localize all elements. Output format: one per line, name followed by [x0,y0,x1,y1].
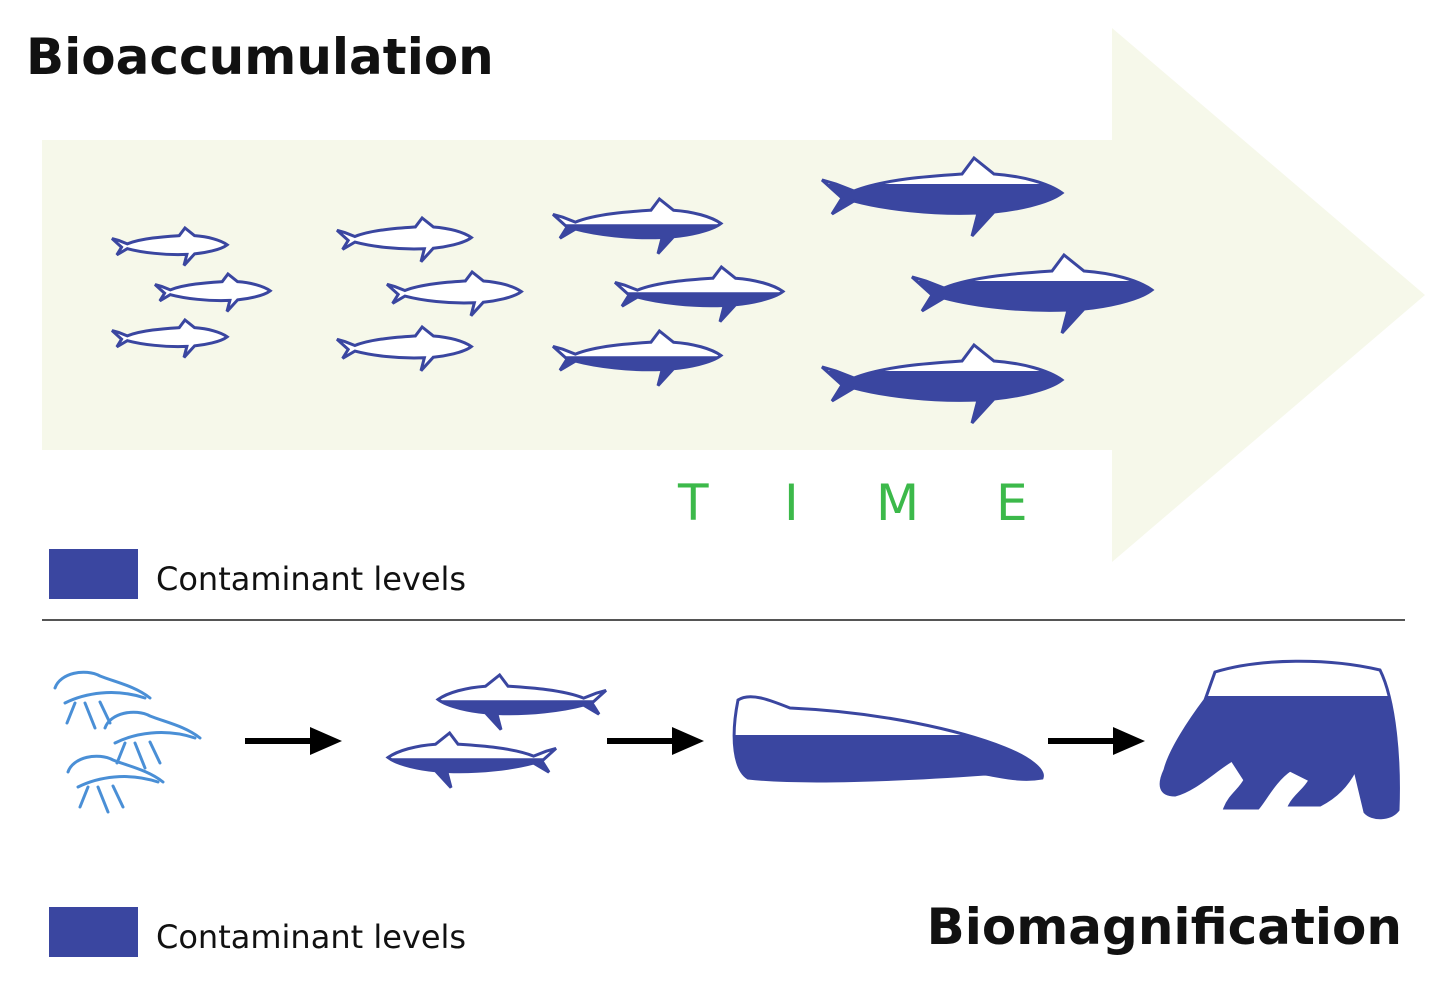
arrow-right-icon [607,727,704,755]
fish [436,673,608,732]
fish [386,731,558,790]
krill-group [53,670,202,814]
svg-text:T: T [677,474,709,532]
bioaccumulation-title: Bioaccumulation [26,28,494,86]
polar-bear [1159,659,1400,820]
arrow-right-icon [1048,727,1145,755]
legend-label-bottom: Contaminant levels [156,918,466,956]
time-label: T I M E [677,474,1028,532]
seal [732,695,1044,783]
svg-text:M: M [876,474,919,532]
legend-label-top: Contaminant levels [156,560,466,598]
legend-swatch-bottom [49,907,138,957]
arrow-right-icon [245,727,342,755]
biomagnification-title: Biomagnification [927,898,1402,956]
svg-text:I: I [784,474,799,532]
food-chain-fish [386,673,608,790]
food-chain-arrows [245,727,1145,755]
legend-swatch-top [49,549,138,599]
svg-text:E: E [996,474,1028,532]
